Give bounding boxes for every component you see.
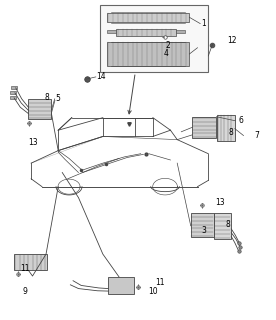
- Text: 1: 1: [201, 19, 206, 28]
- Bar: [100, 5, 208, 72]
- Bar: [176, 30, 185, 33]
- Polygon shape: [116, 29, 176, 36]
- Bar: [108, 277, 134, 294]
- Bar: [14, 254, 47, 270]
- Text: 11: 11: [20, 264, 30, 273]
- Bar: [10, 91, 16, 94]
- Bar: [214, 213, 230, 239]
- Text: 2: 2: [165, 41, 170, 50]
- Bar: [217, 115, 235, 141]
- Polygon shape: [107, 42, 189, 66]
- Text: 12: 12: [227, 36, 237, 45]
- Text: 8: 8: [229, 128, 233, 137]
- Text: 4: 4: [164, 49, 169, 58]
- Text: 6: 6: [238, 116, 243, 125]
- Text: 10: 10: [148, 287, 158, 296]
- Bar: [191, 213, 214, 237]
- Bar: [10, 96, 16, 99]
- Polygon shape: [107, 12, 189, 22]
- Text: 7: 7: [254, 131, 259, 140]
- Text: 5: 5: [55, 94, 60, 103]
- Text: 8: 8: [45, 93, 49, 102]
- Bar: [192, 117, 216, 138]
- Text: 8: 8: [226, 220, 231, 229]
- Text: 3: 3: [201, 226, 206, 235]
- Bar: [28, 99, 51, 119]
- Text: 11: 11: [156, 278, 165, 287]
- Text: 9: 9: [22, 287, 27, 296]
- Bar: [11, 86, 17, 89]
- Text: 14: 14: [96, 72, 106, 81]
- Text: 13: 13: [215, 198, 225, 207]
- Bar: [107, 30, 116, 33]
- Text: 13: 13: [28, 138, 38, 147]
